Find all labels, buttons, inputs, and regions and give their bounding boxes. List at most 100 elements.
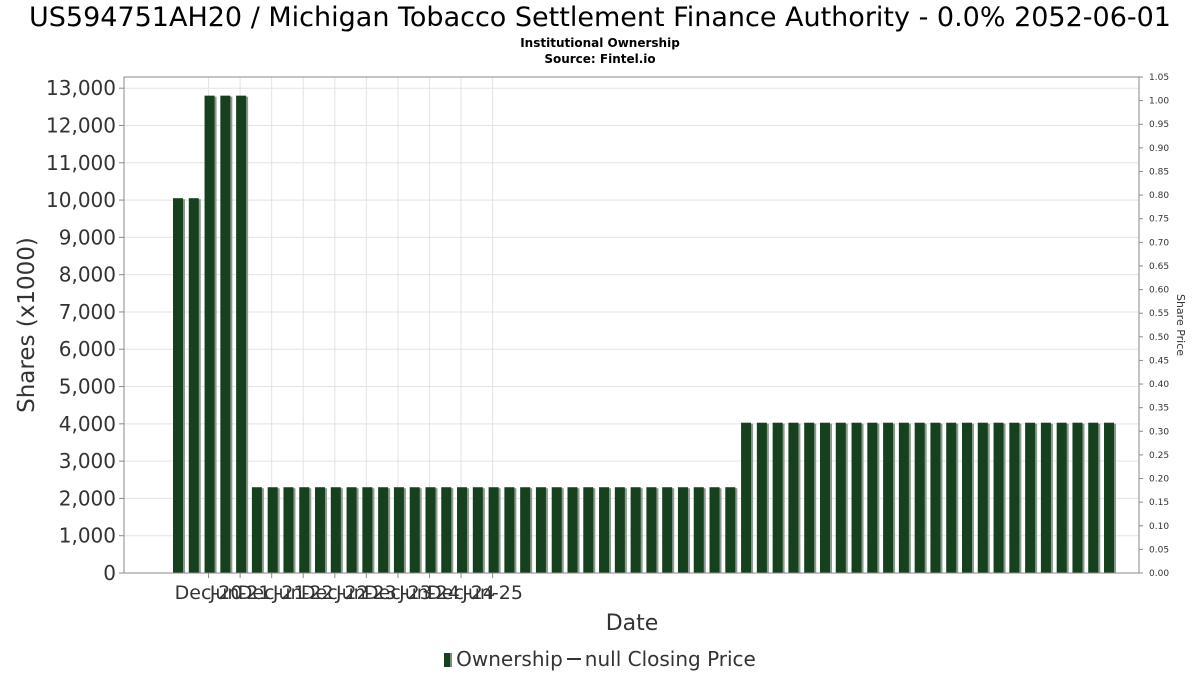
x-tick-label: Dec-21	[238, 582, 306, 604]
bar	[646, 487, 657, 573]
x-tick-label: Dec-22	[301, 582, 369, 604]
bar	[914, 422, 925, 573]
y2-tick-label: 0.05	[1149, 545, 1169, 555]
y2-tick-label: 0.90	[1149, 144, 1169, 154]
y-tick-label: 0	[103, 561, 116, 585]
legend-price-label: null Closing Price	[584, 647, 756, 671]
bar	[472, 487, 483, 573]
y-tick-label: 13,000	[46, 76, 116, 100]
bar	[535, 487, 546, 573]
bar	[993, 422, 1004, 573]
bar	[867, 422, 878, 573]
bar	[551, 487, 562, 573]
x-tick-label: Jun-22	[272, 582, 334, 604]
bar	[409, 487, 420, 573]
bar	[299, 487, 310, 573]
y2-tick-label: 0.20	[1149, 475, 1169, 485]
y2-axis-label: Share Price	[1174, 294, 1187, 356]
bar	[1009, 422, 1020, 573]
bar	[772, 422, 783, 573]
y2-tick-label: 1.00	[1149, 97, 1169, 107]
chart-source: Source: Fintel.io	[544, 52, 656, 66]
bar	[835, 422, 846, 573]
x-tick-label: Dec-24	[427, 582, 495, 604]
bar	[977, 422, 988, 573]
bar	[804, 422, 815, 573]
y-axis-left: 0 1,000 2,000 3,000 4,000 5,000 6,000 7,000 8,00…	[46, 76, 124, 585]
x-tick-label: Dec-20	[175, 582, 243, 604]
y2-tick-label: 0.00	[1149, 569, 1169, 579]
y-tick-label: 3,000	[59, 449, 116, 473]
bar	[362, 487, 373, 573]
x-tick-label: Dec-23	[364, 582, 432, 604]
bar	[851, 422, 862, 573]
bar	[1040, 422, 1051, 573]
bar	[1072, 422, 1083, 573]
bar	[1025, 422, 1036, 573]
y-tick-label: 2,000	[59, 486, 116, 510]
bar	[188, 198, 199, 573]
bar	[1056, 422, 1067, 573]
bar-series-ownership	[173, 95, 1117, 574]
bar	[883, 422, 894, 573]
bar	[425, 487, 436, 573]
bar	[599, 487, 610, 573]
bar	[819, 422, 830, 573]
legend-ownership-swatch	[444, 653, 453, 667]
y2-tick-label: 0.85	[1149, 167, 1169, 177]
y-axis-right: 0.00 0.05 0.10 0.15 0.20 0.25 0.30 0.35 0.40 0.45…	[1139, 73, 1169, 579]
y-tick-label: 10,000	[46, 188, 116, 212]
y2-tick-label: 0.95	[1149, 120, 1169, 130]
y-tick-label: 7,000	[59, 300, 116, 324]
bar	[504, 487, 515, 573]
y2-tick-label: 0.60	[1149, 286, 1169, 296]
y2-tick-label: 0.25	[1149, 451, 1169, 461]
y2-tick-label: 0.75	[1149, 215, 1169, 225]
y-tick-label: 5,000	[59, 375, 116, 399]
bar	[709, 487, 720, 573]
y2-tick-label: 0.40	[1149, 380, 1169, 390]
y-tick-label: 9,000	[59, 225, 116, 249]
bar	[962, 422, 972, 573]
y2-tick-label: 0.15	[1149, 498, 1169, 508]
chart-subtitle: Institutional Ownership	[520, 36, 680, 50]
y2-tick-label: 0.65	[1149, 262, 1169, 272]
bar	[662, 487, 673, 573]
x-tick-label: Jun-25	[461, 582, 523, 604]
bar	[378, 487, 389, 573]
bar	[1088, 422, 1099, 573]
bar	[725, 487, 736, 573]
bar	[788, 422, 799, 573]
bar	[1104, 422, 1115, 573]
y2-tick-label: 0.55	[1149, 309, 1169, 319]
legend: Ownership null Closing Price	[0, 647, 1200, 671]
x-tick-label: Jun-21	[209, 582, 271, 604]
y2-tick-label: 0.35	[1149, 404, 1169, 414]
bar	[630, 487, 641, 573]
bar	[441, 487, 452, 573]
bar	[330, 487, 341, 573]
plot-frame	[123, 76, 1140, 574]
bar	[583, 487, 594, 573]
y-tick-label: 8,000	[59, 263, 116, 287]
bar	[756, 422, 767, 573]
bar	[251, 487, 262, 573]
bar	[946, 422, 957, 573]
bar	[236, 95, 247, 574]
legend-price-line	[566, 658, 581, 660]
y-tick-label: 12,000	[46, 113, 116, 137]
chart-title: US594751AH20 / Michigan Tobacco Settleme…	[29, 2, 1171, 33]
bar	[457, 487, 468, 573]
y2-tick-label: 0.80	[1149, 191, 1169, 201]
bar	[220, 95, 231, 574]
bar	[488, 487, 499, 573]
bar	[520, 487, 531, 573]
bar	[741, 422, 752, 573]
bar	[930, 422, 941, 573]
bar	[567, 487, 578, 573]
x-axis-label: Date	[606, 611, 659, 636]
y2-tick-label: 0.30	[1149, 427, 1169, 437]
bar	[614, 487, 625, 573]
bar	[283, 487, 294, 573]
y-tick-label: 1,000	[59, 524, 116, 548]
